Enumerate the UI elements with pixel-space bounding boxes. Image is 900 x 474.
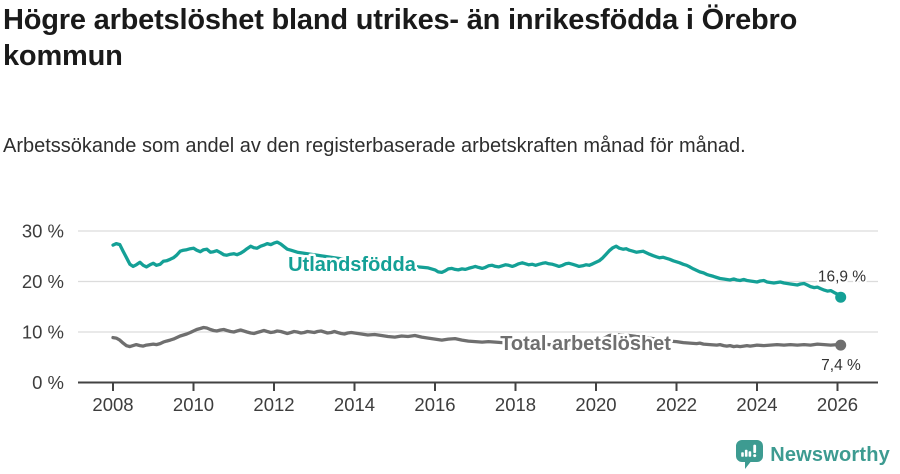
x-tick-label: 2026 [817, 394, 858, 415]
newsworthy-logo-text: Newsworthy [770, 443, 890, 466]
newsworthy-logo-icon [736, 440, 764, 469]
footer-brand: Newsworthy [736, 440, 890, 470]
x-tick-label: 2020 [575, 394, 616, 415]
x-tick-label: 2014 [334, 394, 375, 415]
series-end-dot-total-arbetsl-shet [835, 339, 847, 351]
y-tick-label: 10 % [22, 322, 64, 343]
y-tick-label: 0 % [32, 372, 64, 393]
x-tick-label: 2012 [253, 394, 294, 415]
series-end-dot-utlandsf-dda [835, 291, 847, 303]
series-value-label-total-arbetsl-shet: 7,4 % [821, 357, 861, 374]
series-line-total-arbetsl-shet [111, 325, 843, 349]
series-name-label-utlandsf-dda: Utlandsfödda [288, 254, 417, 276]
x-tick-label: 2016 [414, 394, 455, 415]
x-tick-label: 2024 [736, 394, 777, 415]
x-tick-label: 2022 [656, 394, 697, 415]
series-name-label-total-arbetsl-shet: Total arbetslöshet [500, 333, 671, 355]
y-tick-label: 30 % [22, 221, 64, 242]
series-line-utlandsf-dda [111, 240, 843, 299]
x-tick-label: 2018 [495, 394, 536, 415]
y-tick-label: 20 % [22, 271, 64, 292]
chart-subtitle: Arbetssökande som andel av den registerb… [3, 135, 746, 157]
x-tick-label: 2008 [92, 394, 133, 415]
chart-title: Högre arbetslöshet bland utrikes- än inr… [3, 4, 798, 72]
x-tick-label: 2010 [173, 394, 214, 415]
series-value-label-utlandsf-dda: 16,9 % [818, 269, 866, 286]
